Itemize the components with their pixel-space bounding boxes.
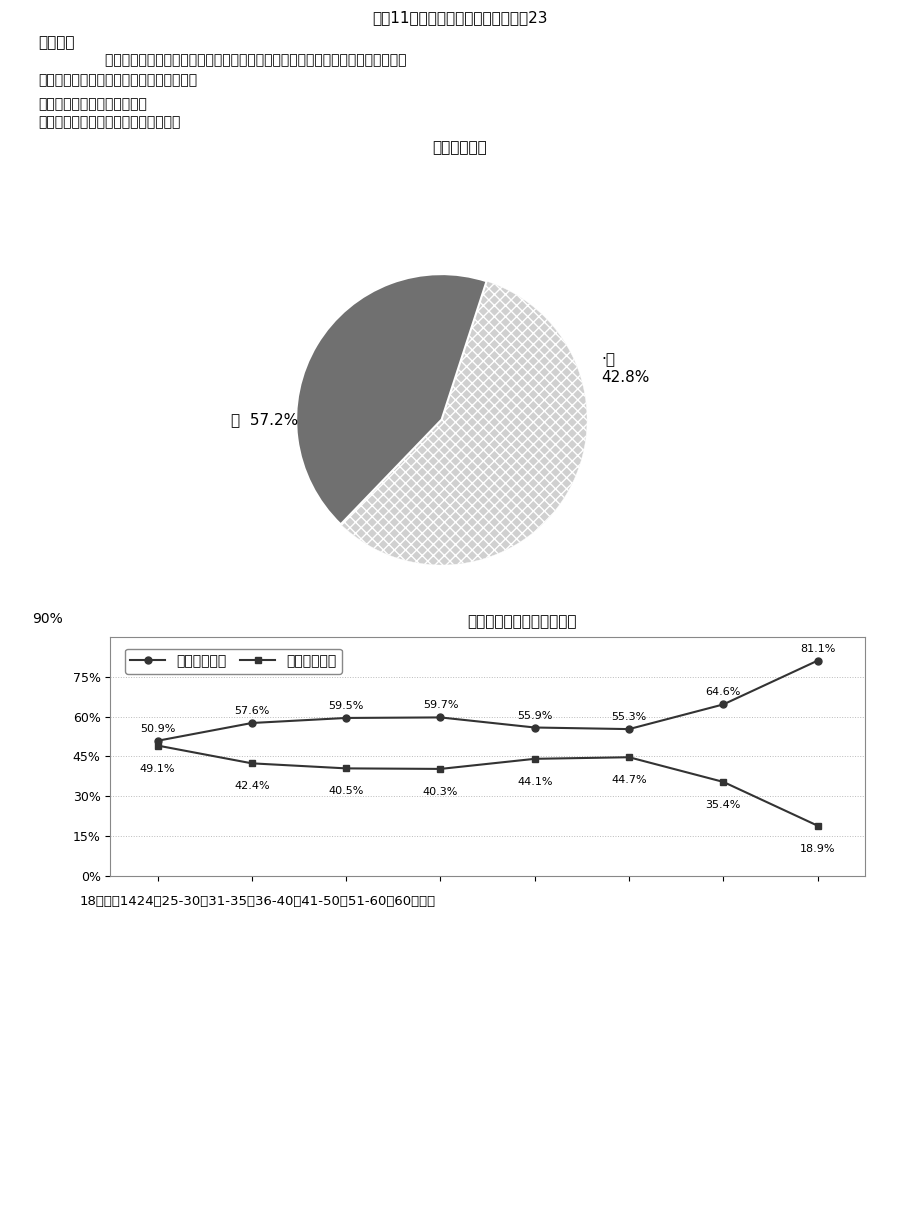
男性网民比例 — [435, 710, 446, 725]
Text: 四丿11省行政职业能力测验分类模拟23: 四丿11省行政职业能力测验分类模拟23 — [372, 10, 547, 24]
女性网民比例 — [340, 761, 351, 775]
男性网民比例 — [340, 710, 351, 725]
Text: 44.7%: 44.7% — [610, 775, 646, 785]
Text: 55.3%: 55.3% — [611, 712, 646, 723]
Legend: 男性网民比例, 女性网民比例: 男性网民比例, 女性网民比例 — [125, 649, 342, 674]
Wedge shape — [340, 282, 586, 565]
Text: 59.7%: 59.7% — [422, 701, 458, 710]
Line: 女性网民比例: 女性网民比例 — [153, 742, 821, 829]
女性网民比例 — [246, 756, 257, 771]
Text: 50.9%: 50.9% — [140, 724, 175, 734]
Text: 64.6%: 64.6% — [705, 687, 740, 697]
Text: 44.1%: 44.1% — [516, 777, 552, 786]
男性网民比例 — [811, 653, 823, 668]
Text: 所给出的图、表、文字或综合性资料均有若干个问题要你回答。你应根据资料提供: 所给出的图、表、文字或综合性资料均有若干个问题要你回答。你应根据资料提供 — [70, 53, 406, 67]
Text: 35.4%: 35.4% — [705, 800, 740, 810]
Wedge shape — [296, 274, 486, 524]
女性网民比例 — [717, 774, 728, 789]
Text: 的信息进行分析、比较、计算和判断处理。: 的信息进行分析、比较、计算和判断处理。 — [38, 74, 197, 87]
Text: 81.1%: 81.1% — [800, 643, 834, 654]
Text: 纠  57.2%: 纠 57.2% — [231, 412, 298, 428]
男性网民比例 — [623, 722, 634, 736]
Text: 49.1%: 49.1% — [140, 763, 176, 774]
女性网民比例 — [811, 818, 823, 833]
Text: 不同年龄段的网民性别结构: 不同年龄段的网民性别结构 — [467, 614, 576, 630]
女性网民比例 — [152, 739, 163, 753]
Text: 18岁以下1424岁25-30岁31-35岁36-40岁41-50岁51-60步60岁以上: 18岁以下1424岁25-30岁31-35岁36-40岁41-50岁51-60步… — [79, 895, 435, 908]
Text: 90%: 90% — [32, 611, 62, 626]
Text: 网民性别结构: 网民性别结构 — [432, 140, 487, 156]
Text: 资料分析: 资料分析 — [38, 36, 74, 50]
女性网民比例 — [435, 762, 446, 777]
男性网民比例 — [246, 715, 257, 730]
Text: 一、根据下面材料回答问题。: 一、根据下面材料回答问题。 — [38, 97, 147, 111]
Text: 59.5%: 59.5% — [328, 701, 363, 710]
Text: 18.9%: 18.9% — [799, 844, 834, 854]
男性网民比例 — [528, 720, 539, 735]
Text: 42.4%: 42.4% — [233, 782, 269, 791]
Text: 下图是有关网民性别结构的数据资料。: 下图是有关网民性别结构的数据资料。 — [38, 115, 180, 129]
Text: 40.3%: 40.3% — [423, 786, 458, 797]
Text: 40.5%: 40.5% — [328, 786, 363, 796]
Text: 57.6%: 57.6% — [234, 706, 269, 717]
女性网民比例 — [623, 750, 634, 764]
男性网民比例 — [717, 697, 728, 712]
Line: 男性网民比例: 男性网民比例 — [153, 657, 821, 745]
女性网民比例 — [528, 751, 539, 766]
Text: 55.9%: 55.9% — [516, 710, 551, 720]
男性网民比例 — [152, 734, 163, 748]
Text: ·女
42.8%: ·女 42.8% — [601, 353, 650, 385]
